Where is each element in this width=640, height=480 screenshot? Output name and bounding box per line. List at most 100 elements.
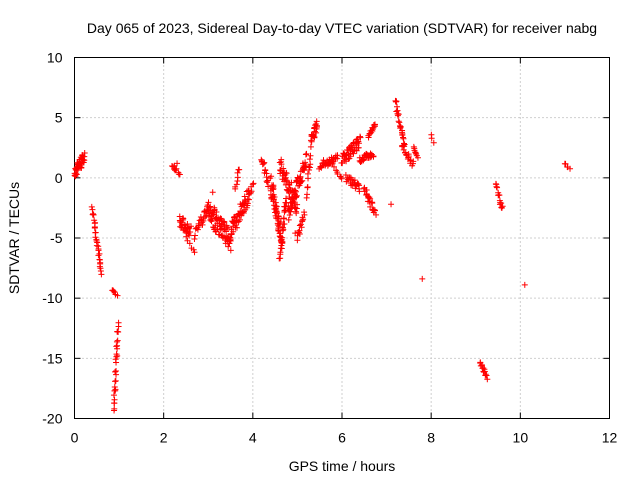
data-point — [249, 181, 256, 188]
data-point — [91, 223, 98, 230]
data-point — [356, 188, 363, 195]
data-point — [278, 161, 285, 168]
data-point — [292, 188, 299, 195]
data-point — [234, 169, 241, 176]
data-point — [367, 195, 374, 202]
data-point — [334, 152, 341, 159]
data-point — [180, 215, 187, 222]
y-tick-label: 10 — [47, 50, 63, 66]
data-point — [280, 215, 287, 222]
data-point — [297, 221, 304, 228]
data-point — [395, 118, 402, 125]
data-point — [173, 165, 180, 172]
data-point — [172, 166, 179, 173]
data-point — [277, 249, 284, 256]
data-point — [205, 199, 212, 206]
data-point — [311, 134, 318, 141]
data-point — [414, 154, 421, 161]
grid-lines — [74, 57, 610, 419]
data-point — [208, 218, 215, 225]
data-point — [93, 242, 100, 249]
data-point — [285, 216, 292, 223]
data-point — [308, 138, 315, 145]
data-point — [187, 229, 194, 236]
data-point — [112, 377, 119, 384]
data-point — [88, 203, 95, 210]
data-point — [369, 200, 376, 207]
data-point — [286, 184, 293, 191]
data-point — [273, 203, 280, 210]
data-point — [388, 201, 395, 208]
x-tick-label: 10 — [513, 430, 529, 446]
data-point — [209, 189, 216, 196]
data-point — [186, 240, 193, 247]
data-point — [302, 159, 309, 166]
data-point — [294, 201, 301, 208]
data-point — [373, 211, 380, 218]
data-point — [113, 368, 120, 375]
data-point — [498, 204, 505, 211]
data-point — [355, 144, 362, 151]
data-point — [273, 208, 280, 215]
data-point — [271, 194, 278, 201]
y-tick-label: -5 — [50, 230, 63, 246]
data-point — [521, 281, 528, 288]
data-point — [73, 171, 80, 178]
data-point — [113, 338, 120, 345]
data-point — [241, 193, 248, 200]
data-point — [356, 182, 363, 189]
x-tick-labels: 0 2 4 6 8 10 12 — [71, 430, 618, 446]
data-point — [297, 178, 304, 185]
data-point — [262, 167, 269, 174]
data-point — [562, 160, 569, 167]
data-point — [301, 211, 308, 218]
data-point — [283, 195, 290, 202]
data-point — [278, 245, 285, 252]
y-tick-label: 0 — [55, 170, 63, 186]
data-point — [96, 250, 103, 257]
data-point — [113, 343, 120, 350]
x-tick-label: 0 — [71, 430, 79, 446]
data-point — [304, 184, 311, 191]
data-point — [283, 170, 290, 177]
x-tick-label: 2 — [160, 430, 168, 446]
data-point — [81, 149, 88, 156]
data-point — [191, 249, 198, 256]
data-point — [191, 235, 198, 242]
data-point — [307, 143, 314, 150]
data-point — [89, 206, 96, 213]
data-point — [192, 232, 199, 239]
data-point — [329, 160, 336, 167]
x-tick-label: 8 — [427, 430, 435, 446]
data-point — [371, 121, 378, 128]
data-point — [307, 137, 314, 144]
x-tick-label: 6 — [338, 430, 346, 446]
data-point — [233, 224, 240, 231]
data-point — [80, 156, 87, 163]
data-point — [342, 172, 349, 179]
data-point — [111, 405, 118, 412]
data-point — [190, 246, 197, 253]
data-point — [483, 372, 490, 379]
data-point — [111, 396, 118, 403]
data-point — [338, 175, 345, 182]
data-point — [428, 135, 435, 142]
data-point — [289, 200, 296, 207]
data-point — [95, 252, 102, 259]
data-point — [370, 124, 377, 131]
data-point — [395, 111, 402, 118]
data-point — [567, 165, 574, 172]
data-point — [231, 214, 238, 221]
data-point — [296, 227, 303, 234]
data-point — [114, 292, 121, 299]
x-tick-label: 12 — [602, 430, 618, 446]
data-point — [299, 177, 306, 184]
data-point — [347, 153, 354, 160]
data-point — [282, 199, 289, 206]
data-point — [195, 222, 202, 229]
data-point — [227, 236, 234, 243]
data-point — [288, 179, 295, 186]
data-point — [110, 288, 117, 295]
data-point — [419, 275, 426, 282]
data-point — [393, 103, 400, 110]
